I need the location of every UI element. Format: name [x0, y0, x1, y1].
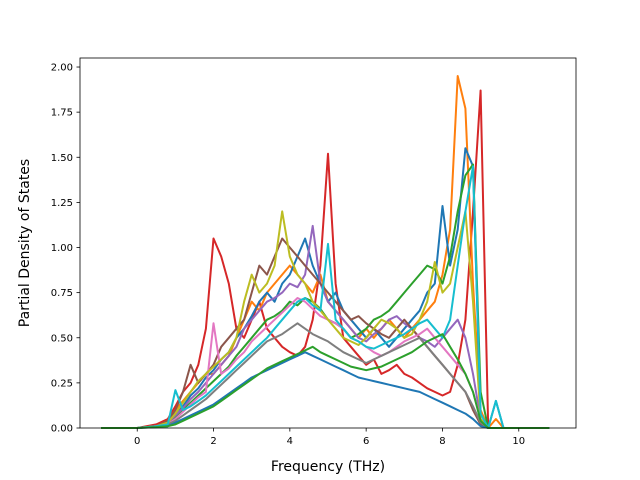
x-tick-label: 0: [134, 436, 140, 447]
y-tick-label: 1.00: [51, 243, 73, 254]
y-tick-label: 0.50: [51, 333, 73, 344]
plot-frame: [79, 57, 577, 429]
x-tick-label: 4: [287, 436, 293, 447]
y-tick-label: 0.75: [51, 288, 73, 299]
y-axis-ticks: 0.00 0.25 0.50 0.75 1.00 1.25 1.50 1.75 2.00: [51, 63, 80, 435]
y-axis-label: Partial Density of States: [17, 159, 33, 327]
x-tick-label: 10: [512, 436, 525, 447]
y-tick-label: 0.00: [51, 424, 73, 435]
y-tick-label: 0.25: [51, 378, 73, 389]
y-tick-label: 1.75: [51, 108, 73, 119]
y-tick-label: 1.50: [51, 153, 73, 164]
x-tick-label: 8: [439, 436, 445, 447]
series-line: [101, 333, 550, 429]
series-line: [101, 224, 550, 429]
x-axis-label: Frequency (THz): [271, 459, 385, 475]
series-line: [101, 322, 550, 429]
x-tick-label: 2: [210, 436, 216, 447]
x-axis-ticks: 0 2 4 6 8 10: [134, 428, 525, 447]
y-tick-label: 1.25: [51, 198, 73, 209]
series-line: [101, 165, 550, 429]
plot-lines: [101, 75, 550, 429]
y-tick-label: 2.00: [51, 63, 73, 74]
x-tick-label: 6: [363, 436, 369, 447]
series-line: [101, 351, 550, 429]
series-line: [101, 210, 550, 429]
series-line: [101, 89, 550, 429]
